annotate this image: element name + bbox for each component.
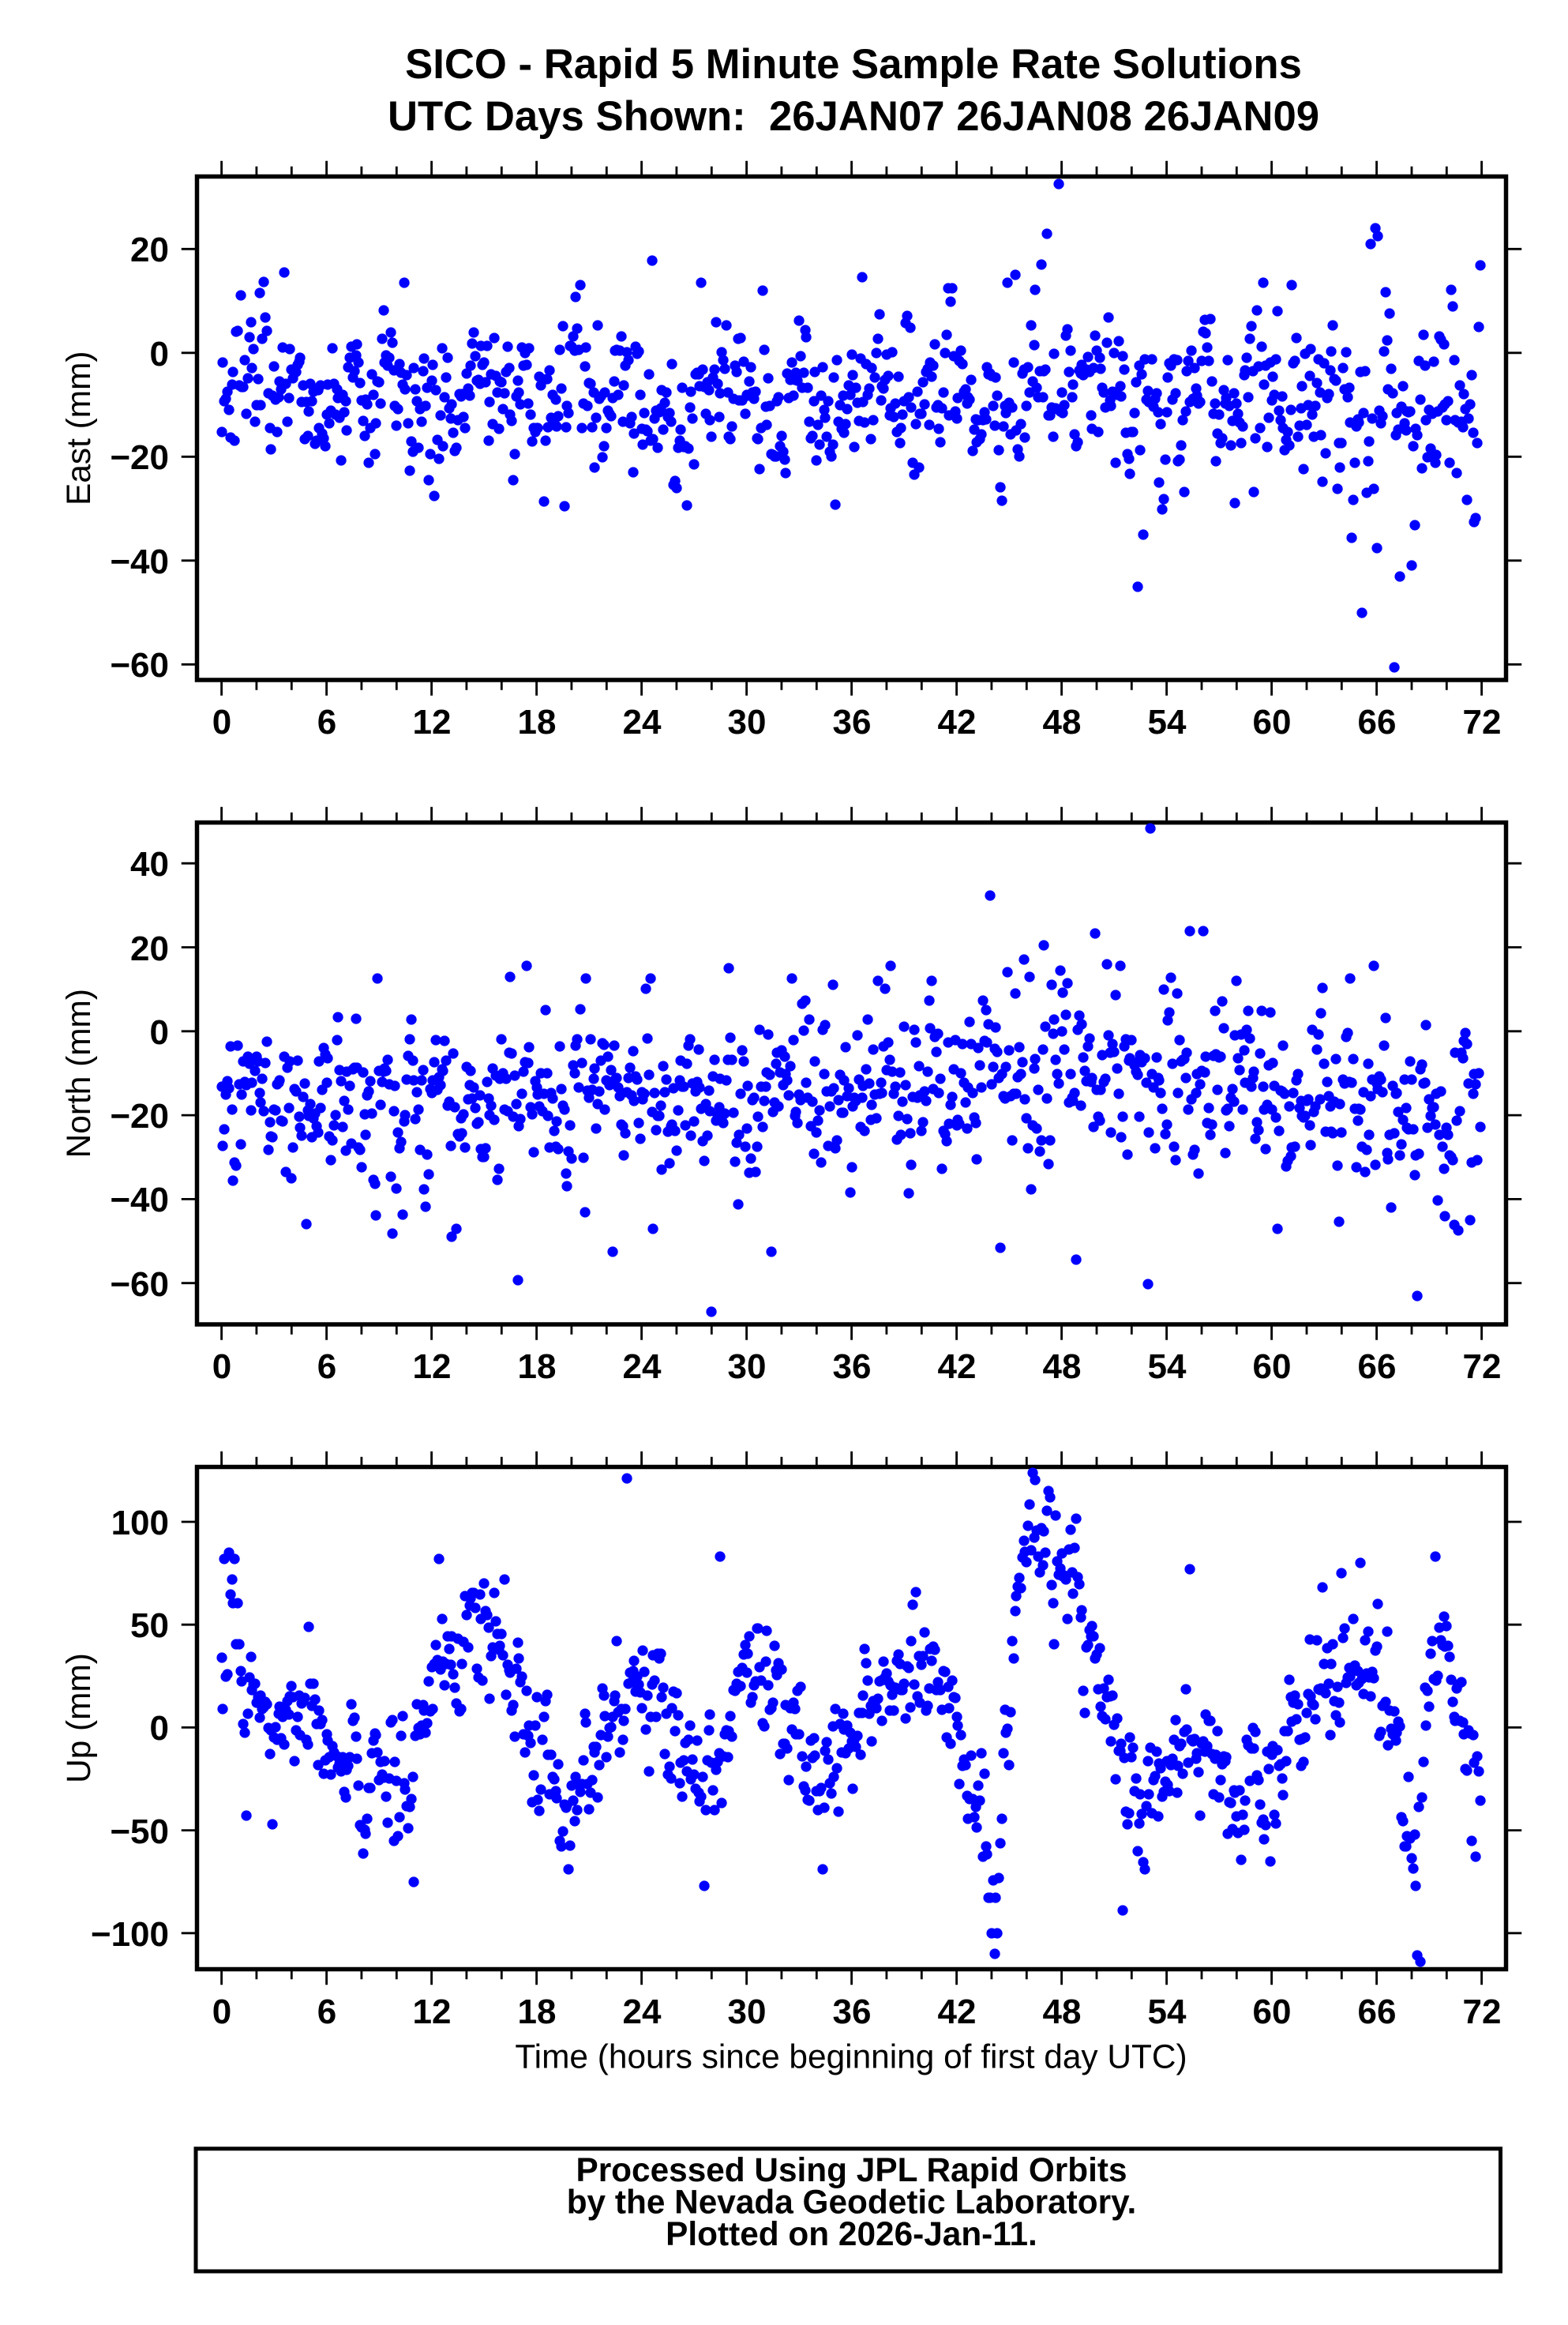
svg-text:6: 6 xyxy=(317,1993,336,2031)
svg-text:48: 48 xyxy=(1043,703,1082,742)
svg-text:East (mm): East (mm) xyxy=(60,351,97,505)
svg-text:0: 0 xyxy=(150,335,169,374)
svg-text:42: 42 xyxy=(938,1993,977,2031)
svg-text:−60: −60 xyxy=(110,1265,169,1304)
svg-text:0: 0 xyxy=(150,1013,169,1052)
svg-text:36: 36 xyxy=(833,1347,872,1386)
svg-text:12: 12 xyxy=(413,1347,452,1386)
svg-text:0: 0 xyxy=(212,1993,231,2031)
svg-text:20: 20 xyxy=(130,930,169,968)
svg-text:12: 12 xyxy=(413,1993,452,2031)
svg-text:Plotted on 2026-Jan-11.: Plotted on 2026-Jan-11. xyxy=(666,2215,1037,2252)
svg-text:54: 54 xyxy=(1148,703,1187,742)
svg-text:66: 66 xyxy=(1358,703,1397,742)
svg-text:SICO - Rapid 5 Minute Sample R: SICO - Rapid 5 Minute Sample Rate Soluti… xyxy=(405,41,1302,88)
svg-text:54: 54 xyxy=(1148,1993,1187,2031)
svg-text:6: 6 xyxy=(317,1347,336,1386)
svg-text:24: 24 xyxy=(623,703,662,742)
svg-text:60: 60 xyxy=(1253,703,1292,742)
svg-text:0: 0 xyxy=(212,703,231,742)
svg-text:66: 66 xyxy=(1358,1993,1397,2031)
svg-text:48: 48 xyxy=(1043,1347,1082,1386)
svg-text:−100: −100 xyxy=(91,1915,169,1954)
svg-text:72: 72 xyxy=(1463,1347,1502,1386)
svg-text:24: 24 xyxy=(623,1993,662,2031)
svg-text:36: 36 xyxy=(833,703,872,742)
svg-text:Processed Using JPL Rapid Orbi: Processed Using JPL Rapid Orbits xyxy=(576,2151,1127,2188)
svg-text:30: 30 xyxy=(728,1347,767,1386)
svg-text:60: 60 xyxy=(1253,1993,1292,2031)
svg-text:48: 48 xyxy=(1043,1993,1082,2031)
svg-text:18: 18 xyxy=(518,703,557,742)
svg-text:18: 18 xyxy=(518,1347,557,1386)
svg-text:−50: −50 xyxy=(110,1812,169,1851)
svg-text:40: 40 xyxy=(130,845,169,884)
svg-text:North (mm): North (mm) xyxy=(60,989,97,1158)
svg-text:20: 20 xyxy=(130,231,169,269)
svg-text:18: 18 xyxy=(518,1993,557,2031)
svg-text:Time (hours since beginning of: Time (hours since beginning of first day… xyxy=(515,2038,1187,2075)
svg-text:Up (mm): Up (mm) xyxy=(60,1653,97,1783)
svg-text:66: 66 xyxy=(1358,1347,1397,1386)
svg-text:60: 60 xyxy=(1253,1347,1292,1386)
svg-text:30: 30 xyxy=(728,1993,767,2031)
svg-text:0: 0 xyxy=(212,1347,231,1386)
svg-text:50: 50 xyxy=(130,1606,169,1645)
svg-text:−20: −20 xyxy=(110,438,169,477)
svg-text:−60: −60 xyxy=(110,646,169,685)
svg-text:UTC Days Shown: 26JAN07 26JAN: UTC Days Shown: 26JAN07 26JAN08 26JAN09 xyxy=(388,93,1319,140)
svg-text:0: 0 xyxy=(150,1709,169,1748)
svg-text:by the Nevada Geodetic Laborat: by the Nevada Geodetic Laboratory. xyxy=(567,2184,1137,2221)
svg-text:72: 72 xyxy=(1463,1993,1502,2031)
svg-text:30: 30 xyxy=(728,703,767,742)
svg-text:42: 42 xyxy=(938,703,977,742)
svg-text:42: 42 xyxy=(938,1347,977,1386)
svg-text:24: 24 xyxy=(623,1347,662,1386)
svg-text:6: 6 xyxy=(317,703,336,742)
svg-text:−40: −40 xyxy=(110,1181,169,1219)
svg-text:12: 12 xyxy=(413,703,452,742)
svg-text:36: 36 xyxy=(833,1993,872,2031)
svg-text:72: 72 xyxy=(1463,703,1502,742)
svg-text:54: 54 xyxy=(1148,1347,1187,1386)
svg-text:−40: −40 xyxy=(110,543,169,581)
svg-text:−20: −20 xyxy=(110,1097,169,1136)
svg-text:100: 100 xyxy=(111,1504,169,1542)
